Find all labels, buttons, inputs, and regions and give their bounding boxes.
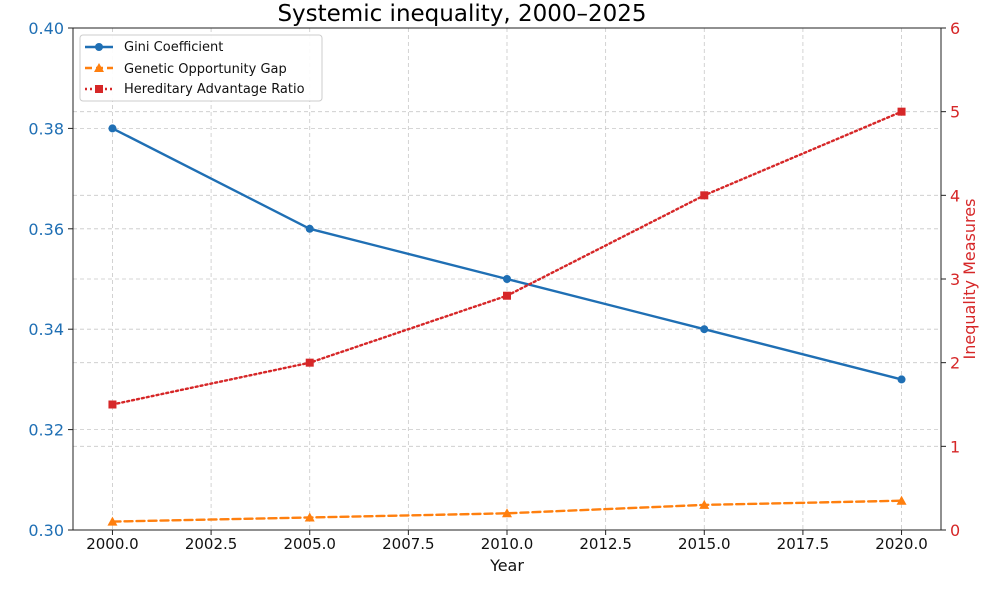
legend-item-genetic-gap: Genetic Opportunity Gap <box>85 62 287 77</box>
x-tick-label: 2007.5 <box>382 535 435 553</box>
series-group <box>107 495 907 526</box>
legend-marker-gini <box>95 43 103 51</box>
series-group <box>108 124 906 384</box>
legend-label-genetic-gap: Genetic Opportunity Gap <box>124 62 287 77</box>
y-left-tick-label: 0.36 <box>28 220 64 239</box>
x-tick-label: 2015.0 <box>678 535 731 553</box>
x-axis-label: Year <box>489 556 524 575</box>
x-tick-label: 2002.5 <box>185 535 238 553</box>
data-point <box>897 375 906 384</box>
legend-label-hereditary: Hereditary Advantage Ratio <box>124 82 305 97</box>
x-tick-label: 2005.0 <box>283 535 336 553</box>
data-point <box>700 325 709 334</box>
legend-item-hereditary: Hereditary Advantage Ratio <box>85 82 305 97</box>
y-left-tick-label: 0.34 <box>28 320 64 339</box>
legend-marker-hereditary <box>95 85 103 93</box>
series-line <box>111 499 903 523</box>
y-left-tick-label: 0.38 <box>28 119 64 138</box>
data-point <box>502 508 512 518</box>
x-tick-label: 2000.0 <box>86 535 139 553</box>
x-tick-label: 2012.5 <box>579 535 632 553</box>
y-left-tick-label: 0.32 <box>28 421 64 440</box>
legend-box <box>79 34 323 102</box>
y-right-tick-label: 3 <box>950 270 960 289</box>
y-right-tick-label: 6 <box>950 19 960 38</box>
legend-label-gini: Gini Coefficient <box>124 40 223 55</box>
legend: Gini Coefficient Genetic Opportunity Gap… <box>79 34 323 102</box>
right-axis-label: Inequality Measures <box>960 199 979 360</box>
y-right-tick-label: 2 <box>950 354 960 373</box>
data-point <box>304 512 315 522</box>
data-point <box>699 499 710 509</box>
x-tick-label: 2017.5 <box>777 535 830 553</box>
y-right-tick-label: 0 <box>950 521 960 540</box>
y-right-tick-label: 4 <box>950 186 960 205</box>
y-left-tick-label: 0.40 <box>28 19 64 38</box>
series-layer <box>107 107 907 526</box>
series-group <box>108 107 906 409</box>
x-tick-label: 2010.0 <box>481 535 534 553</box>
legend-marker-genetic-gap <box>94 63 104 72</box>
data-point <box>897 107 906 116</box>
data-point <box>305 358 314 367</box>
data-point <box>503 275 511 283</box>
legend-item-gini: Gini Coefficient <box>85 40 223 55</box>
data-point <box>107 516 118 526</box>
x-tick-label: 2020.0 <box>875 535 928 553</box>
chart-title: Systemic inequality, 2000–2025 <box>277 1 646 27</box>
axes-layer: 2000.0 2002.5 2005.0 2007.5 2010.0 2012.5 2015… <box>28 19 960 553</box>
data-point <box>108 124 117 133</box>
y-right-tick-label: 1 <box>950 437 960 456</box>
y-left-tick-label: 0.30 <box>28 521 64 540</box>
data-point <box>896 495 907 505</box>
y-right-tick-label: 5 <box>950 103 960 122</box>
data-point <box>503 291 511 300</box>
data-point <box>108 400 117 409</box>
data-point <box>305 224 314 233</box>
data-point <box>700 191 709 200</box>
